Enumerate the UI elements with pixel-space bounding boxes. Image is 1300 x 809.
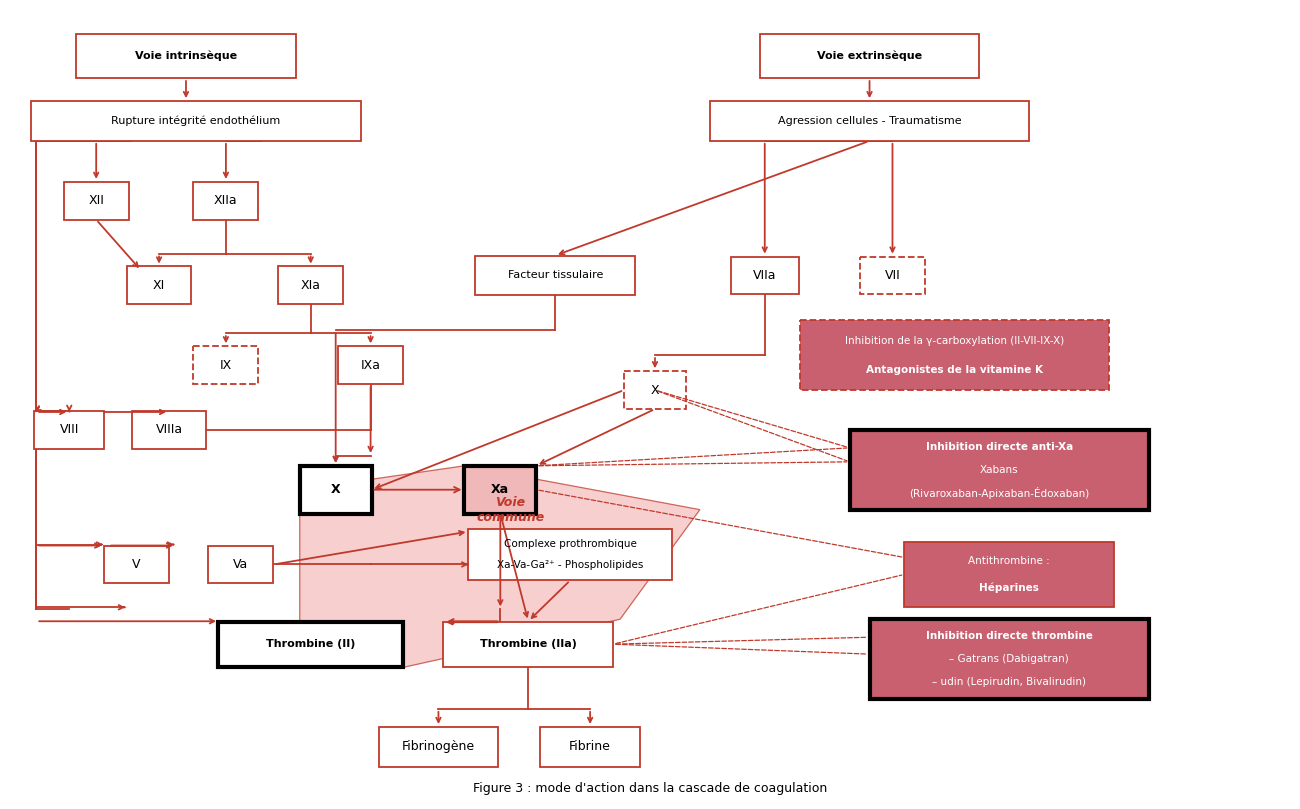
Text: X: X — [332, 483, 341, 496]
FancyBboxPatch shape — [541, 727, 640, 767]
FancyBboxPatch shape — [759, 34, 979, 78]
FancyBboxPatch shape — [34, 411, 104, 449]
FancyBboxPatch shape — [64, 182, 129, 219]
Text: Thrombine (IIa): Thrombine (IIa) — [480, 639, 577, 649]
Text: Héparines: Héparines — [979, 582, 1039, 593]
FancyBboxPatch shape — [476, 256, 634, 295]
FancyBboxPatch shape — [31, 101, 360, 141]
Text: Fibrine: Fibrine — [569, 740, 611, 753]
FancyBboxPatch shape — [464, 466, 536, 514]
FancyBboxPatch shape — [194, 346, 259, 384]
FancyBboxPatch shape — [378, 727, 498, 767]
Text: Antagonistes de la vitamine K: Antagonistes de la vitamine K — [866, 365, 1043, 375]
Text: VIIIa: VIIIa — [156, 423, 182, 436]
FancyBboxPatch shape — [194, 182, 259, 219]
Text: Complexe prothrombique: Complexe prothrombique — [503, 539, 637, 549]
Text: Thrombine (II): Thrombine (II) — [266, 639, 355, 649]
Text: IXa: IXa — [360, 358, 381, 371]
FancyBboxPatch shape — [131, 411, 207, 449]
FancyBboxPatch shape — [731, 256, 798, 294]
Text: Xa-Va-Ga²⁺ - Phospholipides: Xa-Va-Ga²⁺ - Phospholipides — [497, 560, 644, 570]
Polygon shape — [300, 466, 699, 667]
Text: (Rivaroxaban-Apixaban-Édoxaban): (Rivaroxaban-Apixaban-Édoxaban) — [909, 487, 1089, 498]
FancyBboxPatch shape — [861, 256, 924, 294]
Text: Antithrombine :: Antithrombine : — [968, 556, 1050, 566]
Text: Voie
commune: Voie commune — [476, 496, 545, 523]
FancyBboxPatch shape — [77, 34, 296, 78]
FancyBboxPatch shape — [126, 266, 191, 304]
FancyBboxPatch shape — [104, 545, 169, 583]
Text: VIIa: VIIa — [753, 269, 776, 282]
Text: Xa: Xa — [491, 483, 510, 496]
Text: VII: VII — [884, 269, 901, 282]
FancyBboxPatch shape — [800, 320, 1109, 390]
FancyBboxPatch shape — [710, 101, 1030, 141]
FancyBboxPatch shape — [218, 622, 403, 667]
Text: Figure 3 : mode d'action dans la cascade de coagulation: Figure 3 : mode d'action dans la cascade… — [473, 782, 827, 795]
FancyBboxPatch shape — [850, 430, 1149, 510]
FancyBboxPatch shape — [208, 545, 273, 583]
Text: V: V — [131, 558, 140, 571]
Text: VIII: VIII — [60, 423, 79, 436]
Text: Inhibition directe anti-Xa: Inhibition directe anti-Xa — [926, 442, 1072, 451]
Text: XIIa: XIIa — [214, 194, 238, 207]
FancyBboxPatch shape — [870, 619, 1149, 699]
Text: Inhibition de la γ-carboxylation (II-VII-IX-X): Inhibition de la γ-carboxylation (II-VII… — [845, 336, 1063, 345]
Text: Voie extrinsèque: Voie extrinsèque — [816, 51, 922, 61]
Text: XII: XII — [88, 194, 104, 207]
Text: – udin (Lepirudin, Bivalirudin): – udin (Lepirudin, Bivalirudin) — [932, 677, 1087, 687]
Text: Fibrinogène: Fibrinogène — [402, 740, 474, 753]
Text: Inhibition directe thrombine: Inhibition directe thrombine — [926, 631, 1093, 642]
Text: IX: IX — [220, 358, 231, 371]
FancyBboxPatch shape — [624, 371, 686, 409]
Text: Voie intrinsèque: Voie intrinsèque — [135, 51, 237, 61]
Text: Xabans: Xabans — [980, 465, 1019, 475]
FancyBboxPatch shape — [468, 528, 672, 580]
FancyBboxPatch shape — [443, 622, 614, 667]
Text: XI: XI — [153, 279, 165, 292]
Text: – Gatrans (Dabigatran): – Gatrans (Dabigatran) — [949, 654, 1069, 664]
FancyBboxPatch shape — [300, 466, 372, 514]
Text: Facteur tissulaire: Facteur tissulaire — [507, 270, 603, 281]
FancyBboxPatch shape — [338, 346, 403, 384]
Text: XIa: XIa — [300, 279, 321, 292]
Text: Rupture intégrité endothélium: Rupture intégrité endothélium — [112, 116, 281, 126]
Text: Agression cellules - Traumatisme: Agression cellules - Traumatisme — [777, 116, 961, 126]
FancyBboxPatch shape — [905, 542, 1114, 607]
Text: Va: Va — [233, 558, 248, 571]
FancyBboxPatch shape — [278, 266, 343, 304]
Text: X: X — [651, 383, 659, 396]
